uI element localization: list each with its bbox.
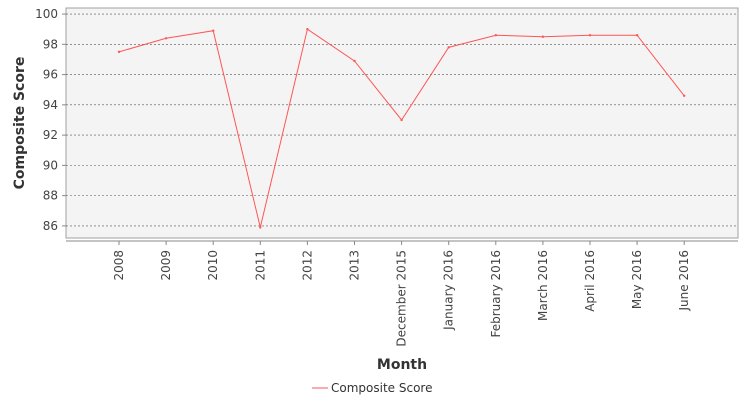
x-tick-label: May 2016 [630,250,644,309]
data-point [212,29,215,32]
data-point [447,46,450,49]
y-tick-label: 94 [43,98,58,112]
data-point [683,94,686,97]
data-point [635,34,639,37]
data-point [400,118,403,122]
y-tick-label: 98 [43,37,58,51]
x-tick-label: 2011 [253,250,267,281]
data-point [306,27,309,31]
y-tick-label: 96 [43,68,58,82]
x-tick-label: February 2016 [489,250,503,338]
x-axis-title: Month [377,357,427,373]
y-tick-label: 90 [43,158,58,172]
data-point [259,226,262,229]
series-layer [117,27,686,229]
y-axis-ticks: 86 88 90 92 94 96 98 100 [35,7,66,233]
data-point [353,59,356,63]
legend: Composite Score [312,381,432,395]
x-tick-label: 2012 [300,250,314,281]
y-tick-label: 86 [43,219,58,233]
legend-label: Composite Score [331,381,432,395]
x-axis-ticks: 2008 2009 2010 2011 2012 2013 December 2015 Jan… [66,240,738,347]
y-axis-title: Composite Score [12,57,28,190]
x-tick-label: 2008 [112,250,126,281]
x-tick-label: 2009 [159,250,173,281]
data-point [541,35,545,38]
data-point [117,50,121,54]
data-point [588,34,592,37]
x-tick-label: 2013 [348,250,362,281]
x-tick-label: January 2016 [442,250,456,331]
x-tick-label: December 2015 [395,250,409,347]
y-tick-label: 88 [43,189,58,203]
plot-area [65,7,739,239]
x-tick-label: March 2016 [536,250,550,321]
data-point [164,37,168,40]
x-tick-label: 2010 [206,250,220,281]
x-tick-label: June 2016 [677,250,691,312]
y-tick-label: 100 [35,7,58,21]
data-point [494,34,497,37]
x-tick-label: April 2016 [583,250,597,312]
gridlines [66,13,738,227]
y-tick-label: 92 [43,128,58,142]
